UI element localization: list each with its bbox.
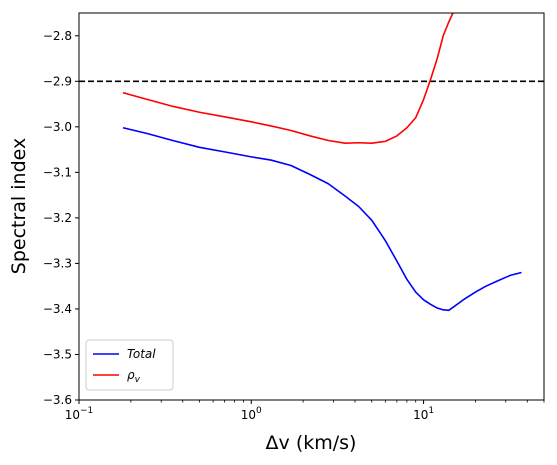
axes: −3.6 −3.5 −3.4 −3.3 −3.2 −3.1 −3.0 −2.9 −2.8 10−1… bbox=[43, 12, 545, 422]
y-tick-label: −3.1 bbox=[43, 165, 72, 179]
y-axis-label: Spectral index bbox=[8, 138, 30, 274]
series-line-total bbox=[122, 126, 522, 312]
plot-area bbox=[79, 13, 544, 312]
x-axis-label: Δv (km/s) bbox=[266, 432, 357, 454]
series-line-rho-v bbox=[122, 13, 454, 145]
legend-box bbox=[85, 339, 174, 391]
y-tick-label: −3.5 bbox=[43, 347, 72, 361]
x-tick-label: 100 bbox=[241, 406, 262, 422]
y-tick-label: −2.8 bbox=[43, 29, 72, 43]
y-tick-label: −3.6 bbox=[43, 393, 72, 407]
y-tick-label: −3.4 bbox=[43, 302, 72, 316]
axes-frame bbox=[78, 12, 545, 401]
y-tick-label: −3.2 bbox=[43, 211, 72, 225]
y-tick-label: −3.3 bbox=[43, 256, 72, 270]
y-tick-label: −3.0 bbox=[43, 120, 72, 134]
y-tick-label: −2.9 bbox=[43, 74, 72, 88]
legend-label-total: Total bbox=[127, 347, 156, 361]
x-tick-label: 10−1 bbox=[65, 406, 94, 422]
x-tick-label: 101 bbox=[413, 406, 434, 422]
